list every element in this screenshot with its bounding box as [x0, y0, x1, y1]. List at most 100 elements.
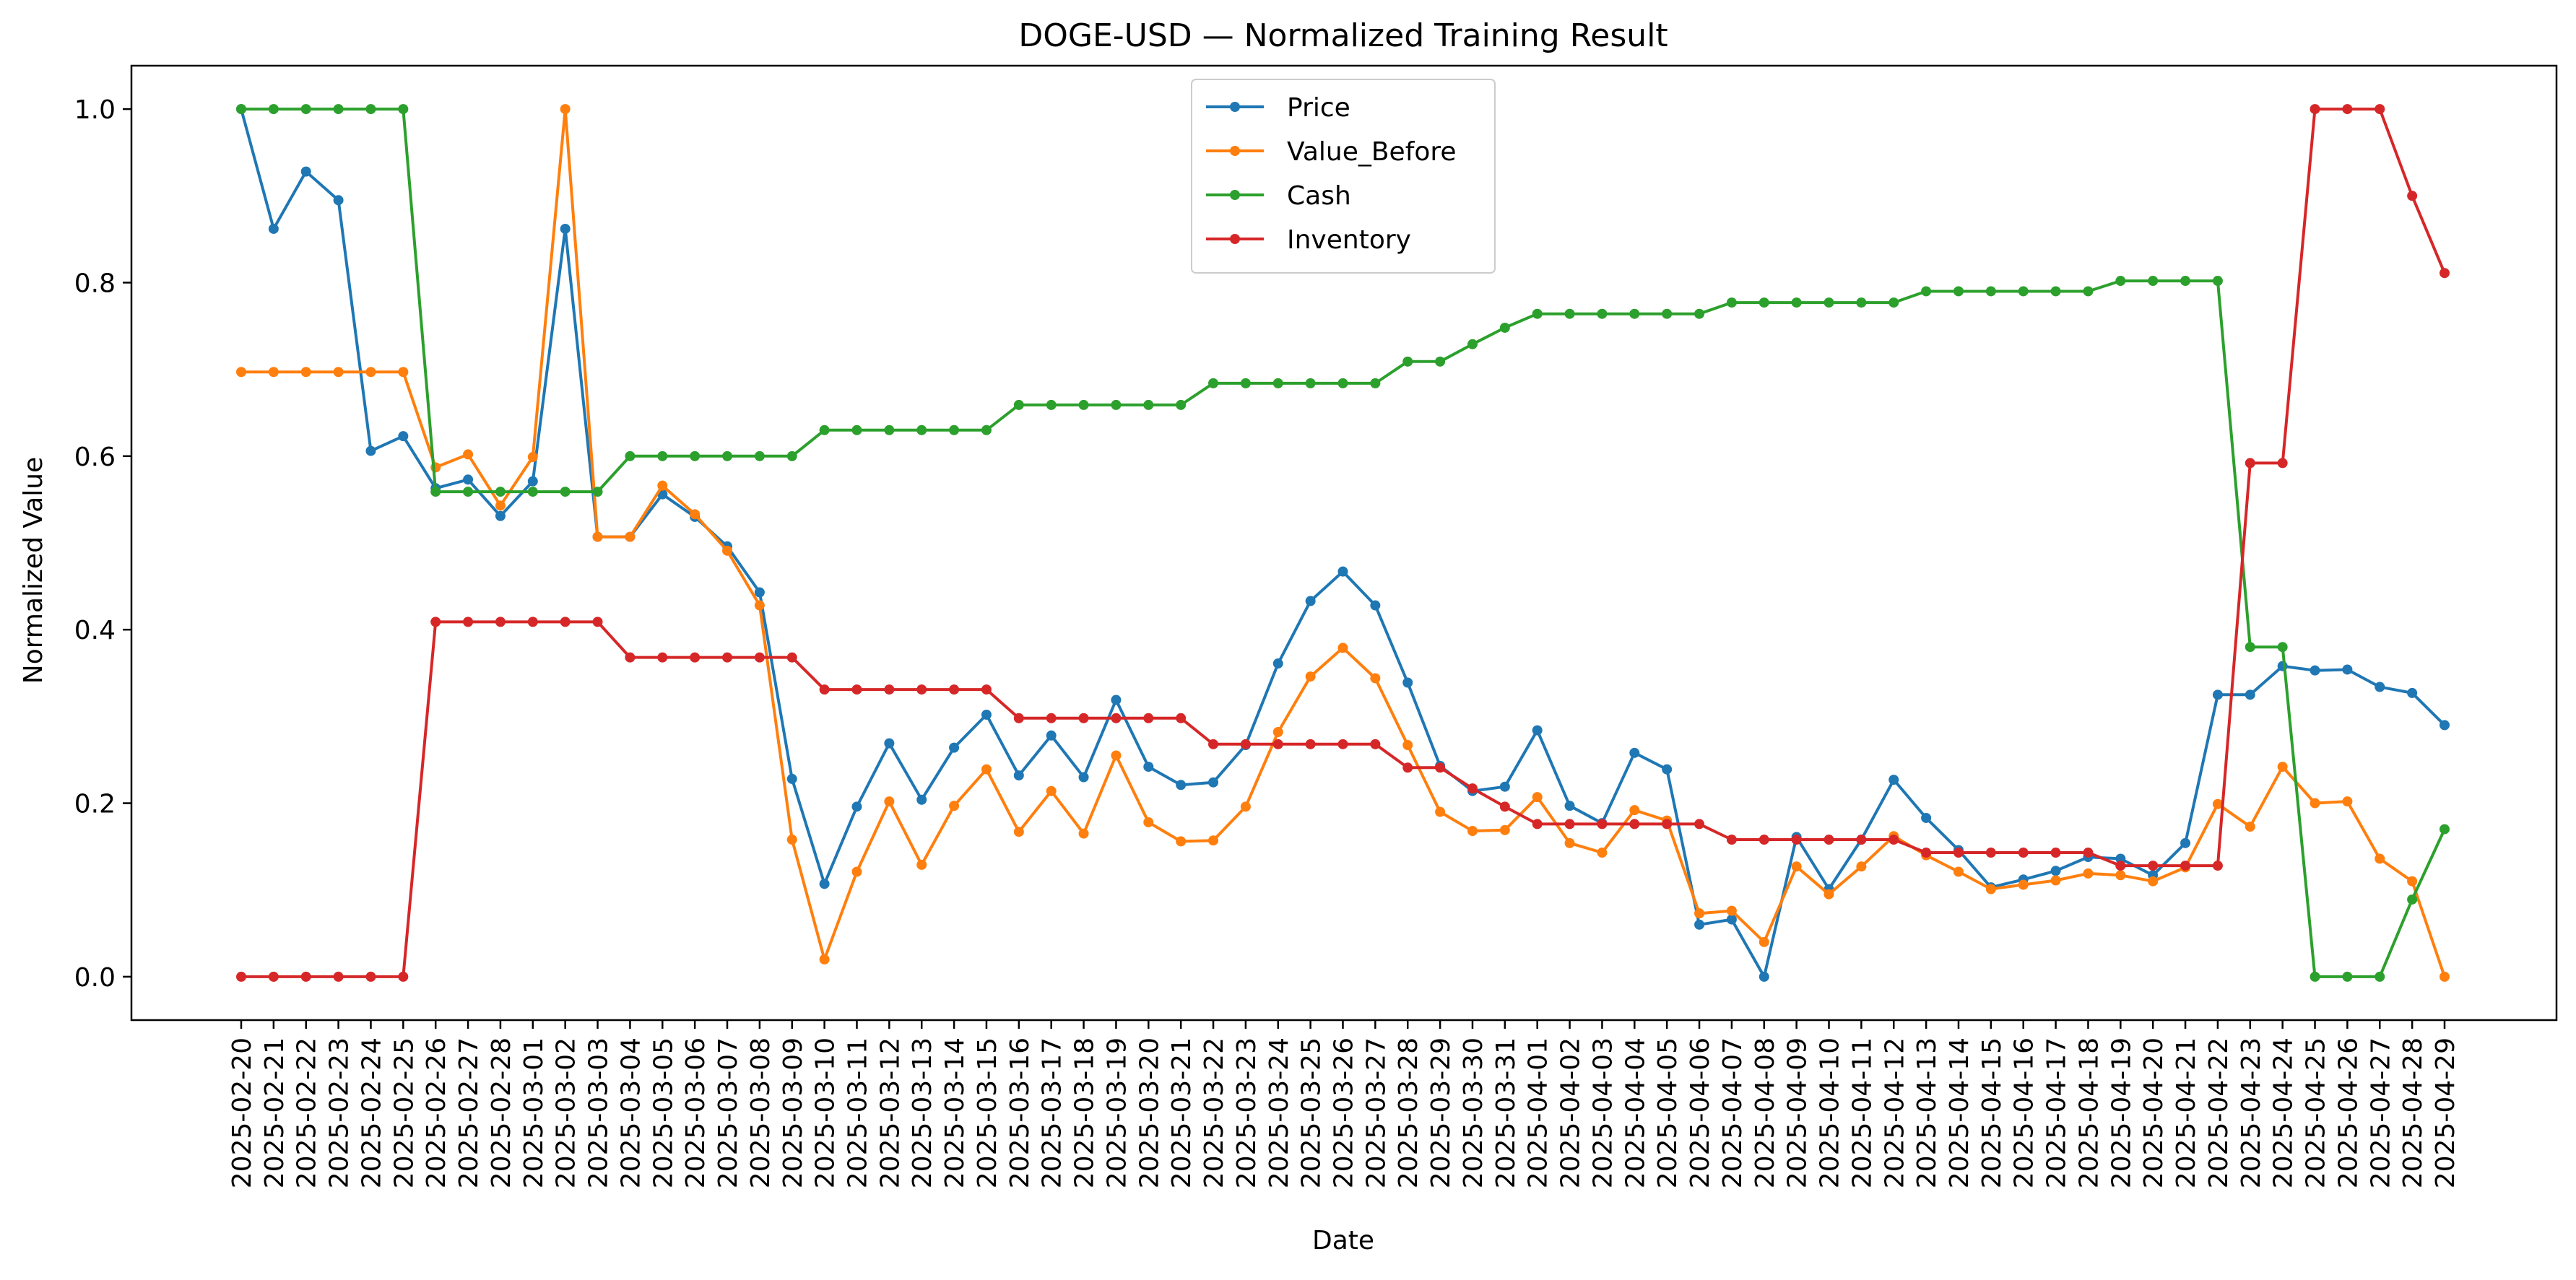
x-tick-label: 2025-03-08 [746, 1037, 776, 1188]
data-point [1176, 399, 1187, 410]
data-point [625, 531, 636, 542]
series-layer [236, 104, 2450, 982]
data-point [754, 587, 765, 598]
series-inventory [236, 104, 2450, 982]
data-point [1921, 848, 1932, 858]
data-point [1402, 762, 1413, 773]
x-tick-label: 2025-04-28 [2398, 1037, 2428, 1188]
x-tick-label: 2025-04-27 [2366, 1037, 2395, 1188]
y-tick-label: 1.0 [74, 95, 116, 125]
data-point [1726, 297, 1737, 308]
data-point [884, 425, 895, 435]
data-point [1240, 801, 1251, 812]
data-point [754, 600, 765, 611]
data-point [2342, 664, 2353, 675]
data-point [1694, 908, 1705, 919]
data-point [1564, 837, 1575, 848]
data-point [916, 859, 927, 870]
data-point [1370, 378, 1381, 388]
data-point [560, 617, 571, 627]
y-tick-label: 0.4 [74, 616, 116, 645]
data-point [1758, 297, 1769, 308]
data-point [754, 652, 765, 663]
x-tick-label: 2025-03-01 [519, 1037, 549, 1188]
data-point [2310, 665, 2320, 676]
data-point [1499, 781, 1510, 792]
data-point [2050, 866, 2061, 876]
x-tick-label: 2025-03-07 [714, 1037, 743, 1188]
x-tick-label: 2025-04-10 [1816, 1037, 1845, 1188]
data-point [1337, 739, 1348, 749]
data-point [236, 367, 246, 378]
x-tick-label: 2025-02-21 [260, 1037, 290, 1188]
data-point [1888, 775, 1899, 785]
data-point [1694, 819, 1705, 830]
data-point [1143, 399, 1154, 410]
data-point [2407, 876, 2418, 887]
data-point [722, 450, 733, 461]
data-point [2407, 894, 2418, 905]
x-tick-label: 2025-04-01 [1524, 1037, 1553, 1188]
data-point [1208, 835, 1219, 846]
data-point [1564, 801, 1575, 811]
data-point [1467, 339, 1478, 349]
data-point [722, 545, 733, 556]
y-axis-label: Normalized Value [19, 457, 48, 684]
data-point [1597, 848, 1608, 858]
data-point [884, 796, 895, 807]
data-point [1402, 356, 1413, 367]
x-tick-label: 2025-04-08 [1751, 1037, 1780, 1188]
x-tick-label: 2025-04-02 [1556, 1037, 1586, 1188]
x-tick-label: 2025-02-28 [487, 1037, 516, 1188]
y-tick-label: 0.6 [74, 443, 116, 472]
data-point [2245, 689, 2255, 700]
data-point [1499, 322, 1510, 333]
data-point [1532, 725, 1543, 736]
data-point [1985, 884, 1996, 894]
data-point [2440, 720, 2450, 731]
x-tick-label: 2025-03-26 [1330, 1037, 1359, 1188]
data-point [1208, 378, 1219, 388]
data-point [333, 195, 344, 206]
data-point [1823, 835, 1834, 845]
data-point [463, 474, 474, 485]
data-point [1694, 919, 1705, 930]
data-point [300, 971, 311, 982]
data-point [236, 104, 246, 115]
data-point [1337, 566, 1348, 577]
data-point [1823, 297, 1834, 308]
legend-label: Inventory [1287, 225, 1411, 255]
data-point [1532, 819, 1543, 830]
data-point [560, 487, 571, 497]
data-point [463, 617, 474, 627]
x-tick-label: 2025-03-12 [875, 1037, 905, 1188]
data-point [1823, 889, 1834, 900]
data-point [2310, 104, 2320, 115]
x-tick-label: 2025-04-03 [1588, 1037, 1618, 1188]
data-point [2342, 971, 2353, 982]
data-point [2115, 870, 2126, 881]
data-point [786, 450, 797, 461]
data-point [592, 617, 603, 627]
data-point [2277, 762, 2288, 772]
x-tick-label: 2025-02-25 [389, 1037, 419, 1188]
x-tick-label: 2025-03-06 [681, 1037, 711, 1188]
data-point [1467, 826, 1478, 837]
data-point [981, 425, 992, 435]
data-point [657, 450, 668, 461]
data-point [495, 617, 506, 627]
data-point [1435, 806, 1446, 817]
data-point [851, 866, 862, 877]
data-point [1985, 848, 1996, 858]
data-point [1208, 739, 1219, 749]
data-point [1046, 713, 1057, 723]
data-point [754, 450, 765, 461]
data-point [2148, 861, 2159, 871]
x-tick-label: 2025-03-29 [1426, 1037, 1456, 1188]
data-point [819, 954, 830, 965]
x-tick-label: 2025-04-13 [1912, 1037, 1942, 1188]
data-point [2180, 276, 2191, 287]
data-point [949, 742, 960, 753]
